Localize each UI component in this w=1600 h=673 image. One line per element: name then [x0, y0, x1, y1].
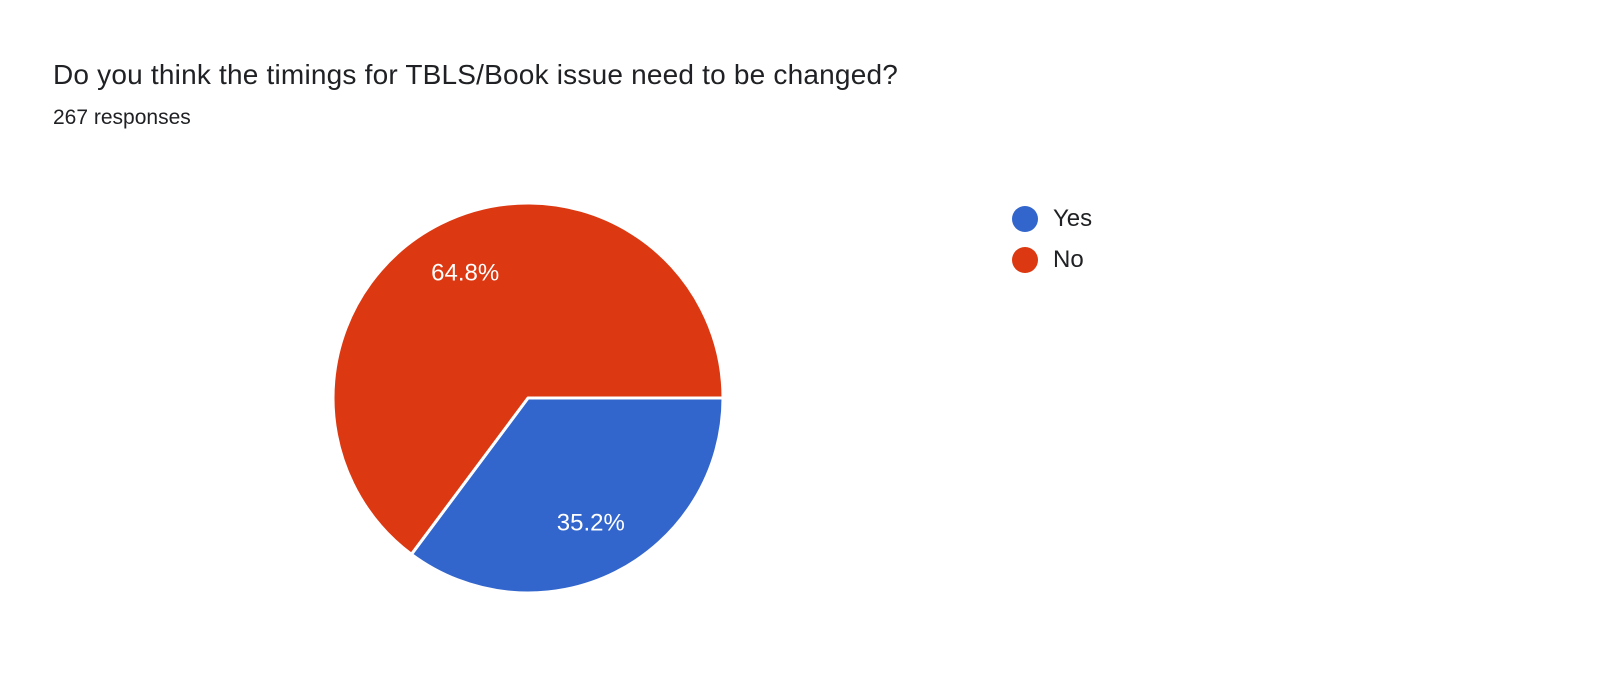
- pie-slice-yes[interactable]: [409, 396, 725, 595]
- legend-dot-no-icon: [1012, 247, 1038, 273]
- pie-slice-no[interactable]: [331, 201, 725, 556]
- slice-label-yes: 35.2%: [557, 510, 625, 537]
- question-title: Do you think the timings for TBLS/Book i…: [53, 59, 899, 90]
- response-count: 267 responses: [53, 106, 191, 129]
- legend-dot-yes-icon: [1012, 206, 1038, 232]
- legend-dot-yes-circle: [1012, 206, 1038, 232]
- legend-dot-no-circle: [1012, 247, 1038, 273]
- legend-label-yes: Yes: [1053, 205, 1093, 232]
- legend-label-no: No: [1053, 246, 1084, 273]
- slice-label-no: 64.8%: [431, 259, 499, 286]
- legend: Yes No: [1012, 206, 1092, 273]
- legend-item-no: No: [1012, 247, 1092, 273]
- legend-item-yes: Yes: [1012, 206, 1092, 232]
